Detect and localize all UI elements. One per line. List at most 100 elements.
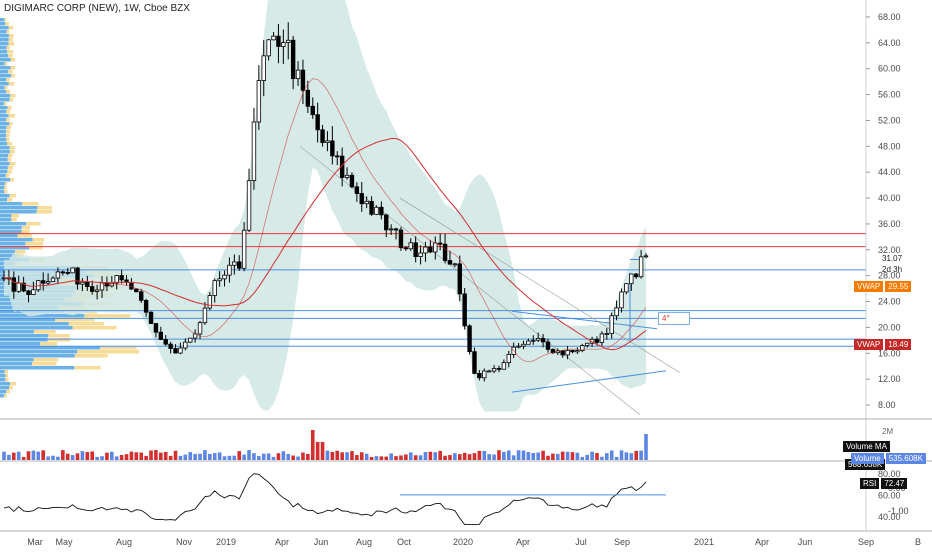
volume-profile-bar bbox=[4, 190, 8, 194]
candle-down bbox=[129, 281, 134, 290]
volume-profile-bar bbox=[5, 378, 9, 382]
candle-up bbox=[521, 343, 526, 347]
volume-bar bbox=[487, 454, 491, 460]
volume-profile-bar bbox=[0, 18, 5, 22]
candle-up bbox=[599, 333, 605, 343]
candle-up bbox=[251, 121, 257, 182]
volume-profile-bar bbox=[0, 26, 9, 30]
volume-profile-bar bbox=[9, 162, 16, 166]
candle-up bbox=[281, 42, 286, 47]
volume-bar bbox=[634, 450, 638, 460]
volume-bar bbox=[448, 455, 452, 460]
volume-bar bbox=[188, 452, 193, 460]
vwap-upper-badge[interactable]: VWAP 29.55 bbox=[854, 276, 912, 294]
volume-profile-bar bbox=[0, 218, 12, 222]
volume-profile-bar bbox=[8, 82, 15, 86]
volume-ma-badge[interactable]: Volume MA 588.638K bbox=[843, 436, 932, 472]
candle-down bbox=[447, 260, 453, 265]
volume-bar bbox=[252, 453, 256, 460]
volume-bar bbox=[325, 450, 330, 460]
volume-axis-top: 2M bbox=[882, 427, 894, 436]
volume-bar bbox=[374, 456, 379, 460]
volume-profile-bar bbox=[4, 18, 7, 22]
volume-bar bbox=[364, 453, 369, 460]
candle-down bbox=[26, 290, 31, 295]
candle-down bbox=[369, 200, 374, 215]
rsi-badge[interactable]: RSI 72.47 bbox=[860, 473, 908, 491]
volume-bar bbox=[154, 450, 158, 460]
candle-up bbox=[188, 337, 193, 343]
volume-profile-bar bbox=[0, 378, 6, 382]
price-tick-label: 16.00 bbox=[878, 348, 901, 358]
candle-down bbox=[457, 263, 462, 295]
candle-down bbox=[139, 291, 144, 301]
volume-bar bbox=[511, 455, 516, 460]
volume-profile-bar bbox=[5, 78, 10, 82]
candle-down bbox=[163, 339, 168, 345]
volume-profile-bar bbox=[0, 174, 6, 178]
candle-down bbox=[290, 39, 296, 80]
vwap-lower-badge[interactable]: VWAP 18.49 bbox=[854, 334, 912, 352]
candle-up bbox=[374, 206, 379, 215]
volume-bar bbox=[428, 451, 433, 460]
volume-bar bbox=[639, 450, 643, 460]
candle-down bbox=[41, 280, 46, 284]
volume-profile-bar bbox=[0, 382, 11, 386]
candle-down bbox=[570, 350, 575, 353]
volume-profile-bar bbox=[17, 234, 32, 238]
volume-bar bbox=[315, 442, 320, 460]
volume-profile-bar bbox=[7, 198, 13, 202]
candle-down bbox=[276, 35, 281, 47]
volume-bar bbox=[585, 454, 589, 460]
volume-profile-bar bbox=[0, 322, 69, 326]
volume-profile-bar bbox=[22, 202, 39, 206]
candle-up bbox=[501, 362, 507, 370]
time-tick-label: Jul bbox=[575, 537, 587, 547]
volume-profile-bar bbox=[6, 138, 10, 142]
volume-profile-bar bbox=[4, 62, 8, 66]
volume-bar bbox=[237, 451, 242, 460]
volume-badge[interactable]: Volume 535.608K bbox=[851, 448, 926, 466]
candle-down bbox=[349, 174, 355, 188]
candle-down bbox=[153, 323, 159, 333]
candle-down bbox=[633, 273, 639, 278]
candle-up bbox=[80, 281, 85, 285]
candle-up bbox=[629, 273, 634, 285]
volume-bar bbox=[624, 452, 629, 460]
volume-bar bbox=[629, 453, 634, 460]
candle-up bbox=[408, 242, 413, 250]
volume-profile-bar bbox=[0, 22, 6, 26]
price-tick-label: 40.00 bbox=[878, 193, 901, 203]
price-tick-label: 28.00 bbox=[878, 271, 901, 281]
countdown-label: 2d 3h bbox=[882, 265, 903, 274]
volume-bar bbox=[193, 454, 197, 460]
volume-profile-bar bbox=[21, 226, 31, 230]
volume-bar bbox=[105, 452, 109, 460]
volume-profile-bar bbox=[10, 178, 14, 182]
volume-profile-bar bbox=[33, 358, 59, 362]
candle-down bbox=[467, 325, 472, 353]
candle-down bbox=[148, 311, 154, 324]
candle-down bbox=[300, 69, 306, 91]
candle-up bbox=[325, 140, 330, 143]
candle-up bbox=[295, 69, 301, 80]
candle-down bbox=[320, 129, 325, 143]
volume-bar bbox=[453, 453, 457, 460]
volume-bar bbox=[423, 451, 428, 460]
volume-profile-bar bbox=[0, 134, 7, 138]
time-tick-label: Nov bbox=[176, 537, 193, 547]
volume-bar bbox=[168, 455, 173, 460]
time-tick-label: 2021 bbox=[694, 537, 714, 547]
volume-profile-bar bbox=[8, 70, 13, 74]
volume-profile-bar bbox=[8, 386, 13, 390]
volume-bar bbox=[369, 456, 374, 460]
volume-profile-bar bbox=[21, 230, 30, 234]
volume-bar bbox=[217, 452, 222, 460]
price-tick-label: 64.00 bbox=[878, 38, 901, 48]
volume-profile-bar bbox=[4, 370, 8, 374]
volume-profile-bar bbox=[0, 70, 9, 74]
candle-down bbox=[60, 271, 66, 274]
volume-profile-bar bbox=[0, 46, 7, 50]
